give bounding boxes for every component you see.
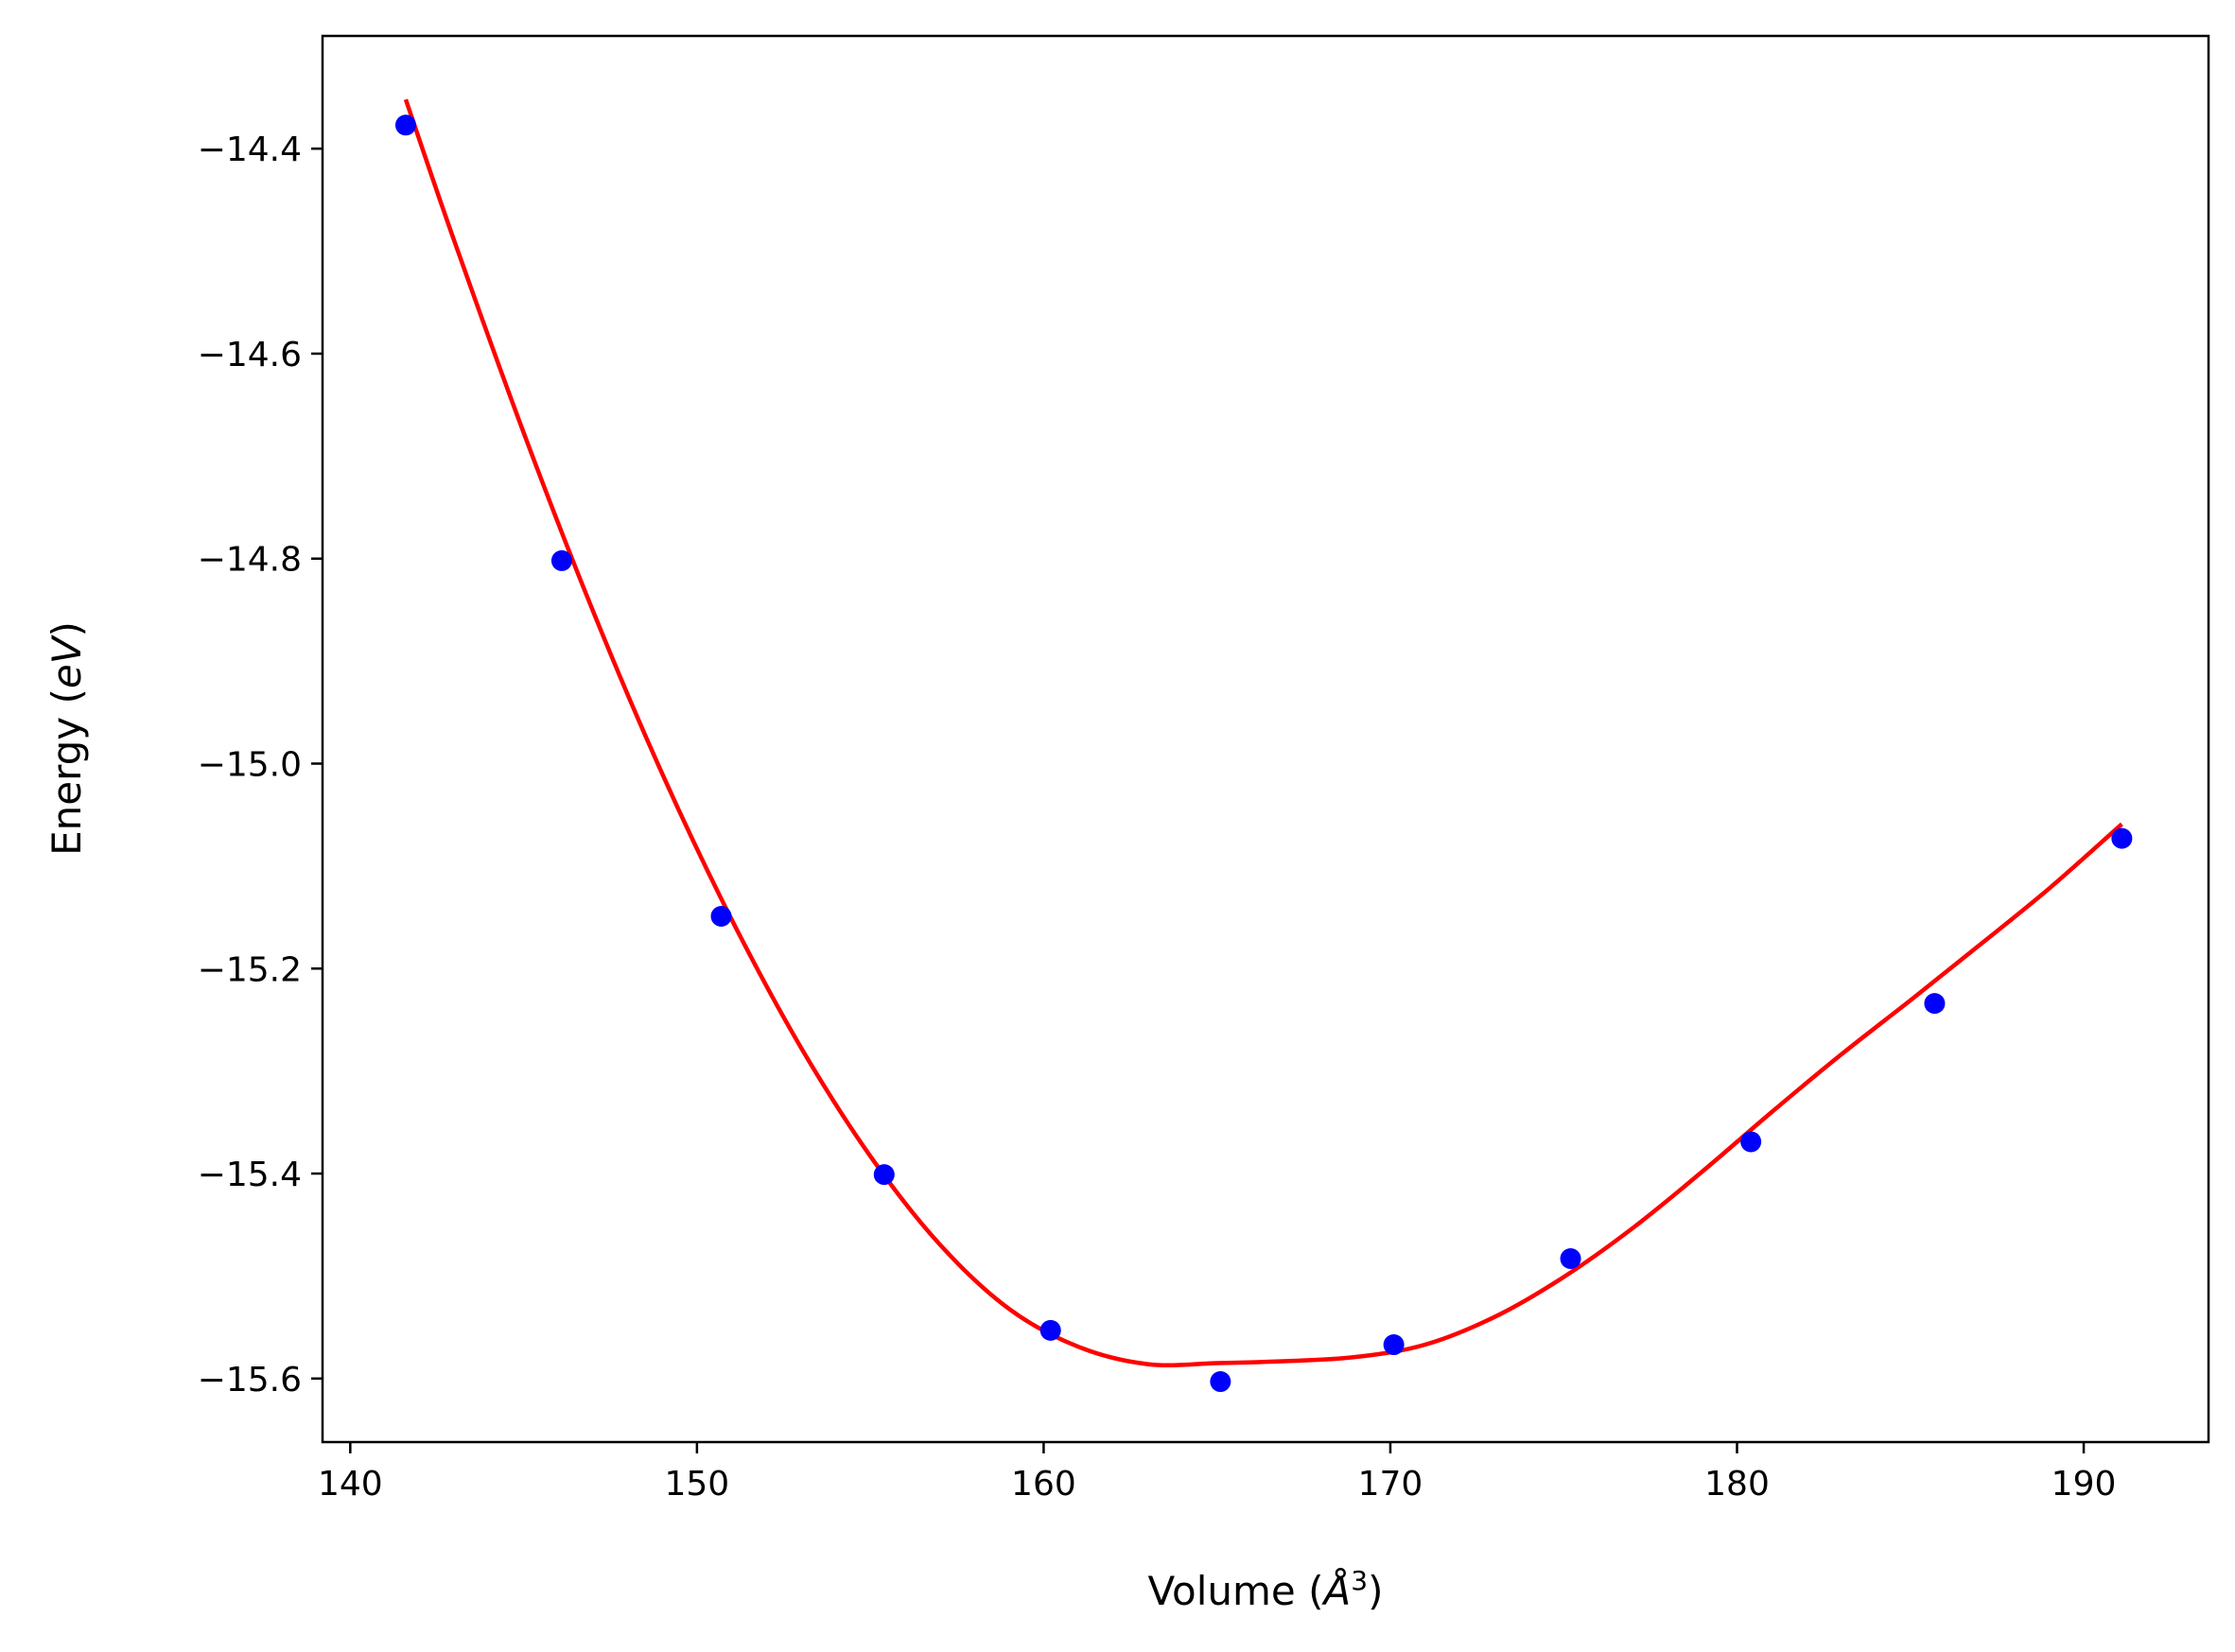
x-axis-unit: Å [1321, 1567, 1352, 1614]
data-point [1210, 1371, 1231, 1393]
x-axis-title-close: ) [1368, 1568, 1383, 1614]
fit-curve-layer [403, 98, 2123, 1367]
y-axis-title-text: Energy ( [44, 688, 90, 856]
x-axis-title-text: Volume ( [1148, 1568, 1324, 1614]
y-axis-title: Energy (eV) [44, 621, 90, 856]
x-axis-ticks: 140 150 160 170 180 190 [318, 1442, 2116, 1504]
y-tick-label: −14.8 [198, 541, 302, 580]
y-axis-ticks: −14.4 −14.6 −14.8 −15.0 −15.2 −15.4 −15.6 [198, 130, 323, 1400]
data-point [2111, 827, 2133, 849]
x-tick-label: 190 [2052, 1465, 2117, 1504]
data-point [1560, 1247, 1581, 1269]
x-tick-label: 150 [665, 1465, 730, 1504]
y-tick-label: −14.6 [198, 336, 302, 374]
y-axis-unit: eV [44, 634, 90, 688]
y-axis-title-close: ) [44, 621, 90, 636]
y-tick-label: −15.2 [198, 950, 302, 989]
fit-curve-line [403, 98, 2123, 1367]
data-point [710, 906, 732, 928]
y-tick-label: −15.0 [198, 746, 302, 785]
data-point [1383, 1334, 1405, 1356]
data-point [1740, 1131, 1762, 1153]
x-tick-label: 160 [1011, 1465, 1076, 1504]
y-tick-label: −14.4 [198, 130, 302, 169]
plot-frame [321, 34, 2210, 1444]
x-axis-unit-exponent: 3 [1351, 1565, 1368, 1596]
plot-background [323, 36, 2209, 1442]
data-point [1039, 1319, 1061, 1341]
data-point [1924, 993, 1946, 1015]
x-axis-title: Volume (Å3) [1148, 1565, 1384, 1614]
data-points-layer [394, 114, 2133, 1393]
data-point [550, 549, 572, 571]
y-tick-label: −15.4 [198, 1156, 302, 1194]
data-point [873, 1164, 895, 1186]
data-point [394, 114, 416, 136]
x-tick-label: 170 [1358, 1465, 1423, 1504]
y-tick-label: −15.6 [198, 1361, 302, 1400]
x-tick-label: 140 [318, 1465, 383, 1504]
x-tick-label: 180 [1704, 1465, 1770, 1504]
